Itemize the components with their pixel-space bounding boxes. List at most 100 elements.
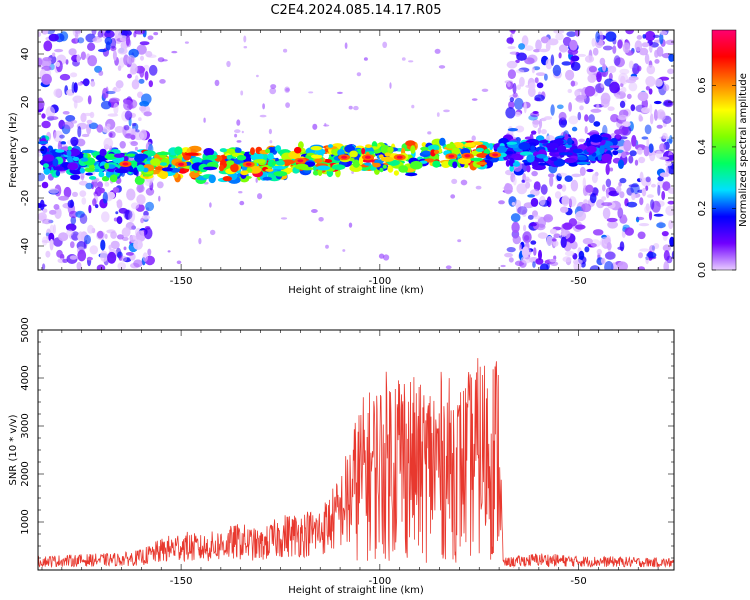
heatmap-noise-speck	[533, 247, 537, 256]
heatmap-noise-speck	[269, 140, 273, 144]
heatmap-band-cell	[219, 148, 228, 153]
heatmap-noise-speck	[616, 185, 622, 194]
x-tick-label: -50	[570, 576, 586, 587]
heatmap-noise-speck	[665, 162, 672, 167]
heatmap-noise-speck	[323, 124, 330, 127]
heatmap-band-cell	[226, 155, 232, 160]
heatmap-noise-speck	[511, 221, 520, 233]
heatmap-band-cell	[133, 167, 139, 176]
heatmap-noise-speck	[283, 48, 288, 53]
heatmap-band-cell	[275, 160, 285, 166]
heatmap-band-cell	[98, 171, 105, 178]
heatmap-noise-speck	[523, 235, 530, 241]
heatmap-noise-speck	[516, 52, 527, 61]
heatmap-noise-speck	[556, 183, 563, 190]
heatmap-noise-speck	[589, 193, 597, 204]
heatmap-noise-speck	[657, 175, 664, 182]
heatmap-noise-speck	[86, 119, 93, 124]
heatmap-noise-speck	[644, 124, 652, 135]
heatmap-noise-speck	[130, 141, 138, 147]
heatmap-noise-speck	[510, 30, 516, 35]
heatmap-noise-speck	[133, 259, 143, 268]
heatmap-noise-speck	[536, 82, 544, 89]
heatmap-band-cell	[310, 146, 323, 151]
heatmap-noise-speck	[645, 256, 649, 265]
heatmap-noise-speck	[102, 87, 109, 99]
heatmap-band-cell	[226, 160, 235, 166]
y-tick-label: 4000	[20, 365, 31, 390]
heatmap-band-cell	[219, 164, 224, 172]
heatmap-band-cell	[89, 176, 97, 180]
heatmap-noise-speck	[617, 261, 628, 270]
heatmap-band-cell	[94, 168, 100, 173]
heatmap-band-cell	[568, 161, 578, 167]
heatmap-noise-speck	[65, 223, 77, 232]
heatmap-noise-speck	[637, 266, 645, 270]
heatmap-noise-speck	[648, 46, 653, 52]
heatmap-noise-speck	[97, 230, 104, 239]
heatmap-band-cell	[104, 162, 109, 170]
heatmap-noise-speck	[593, 121, 601, 127]
heatmap-noise-speck	[571, 173, 582, 178]
heatmap-noise-speck	[71, 81, 76, 94]
heatmap-band-cell	[55, 149, 65, 153]
heatmap-noise-speck	[604, 261, 614, 270]
heatmap-noise-speck	[136, 194, 146, 205]
heatmap-noise-speck	[120, 30, 132, 37]
heatmap-noise-speck	[539, 48, 549, 53]
heatmap-noise-speck	[587, 74, 597, 83]
heatmap-noise-speck	[645, 86, 651, 91]
y-tick-label: 3000	[20, 413, 31, 438]
heatmap-band-cell	[427, 144, 440, 152]
heatmap-noise-speck	[628, 76, 639, 81]
heatmap-band-cell	[445, 143, 456, 149]
heatmap-noise-speck	[312, 123, 318, 130]
heatmap-noise-speck	[546, 263, 550, 270]
heatmap-noise-speck	[551, 238, 557, 242]
heatmap-noise-speck	[568, 102, 572, 112]
heatmap-band-cell	[410, 145, 416, 154]
heatmap-noise-speck	[481, 88, 489, 93]
heatmap-noise-speck	[113, 86, 117, 92]
heatmap-noise-speck	[562, 256, 572, 263]
heatmap-noise-speck	[527, 214, 534, 220]
heatmap-noise-speck	[74, 31, 79, 43]
heatmap-noise-speck	[123, 124, 130, 131]
heatmap-noise-speck	[583, 199, 588, 204]
heatmap-signal-band	[38, 129, 622, 185]
heatmap-band-cell	[85, 172, 93, 176]
heatmap-noise-speck	[590, 108, 602, 113]
heatmap-band-cell	[66, 150, 72, 157]
heatmap-noise-speck	[604, 251, 616, 260]
heatmap-noise-speck	[579, 105, 584, 111]
heatmap-band-cell	[230, 163, 239, 173]
heatmap-noise-speck	[257, 193, 263, 200]
heatmap-noise-speck	[140, 217, 145, 224]
heatmap-noise-speck	[92, 37, 103, 43]
heatmap-noise-speck	[544, 73, 548, 81]
heatmap-noise-speck	[117, 47, 128, 55]
heatmap-panel: -150 -100 -50 -40 -20 0 20 40 Height of straig…	[8, 29, 675, 296]
heatmap-noise-speck	[77, 126, 82, 138]
heatmap-noise-speck	[84, 234, 91, 245]
heatmap-band-cell	[358, 156, 364, 166]
heatmap-noise-speck	[619, 241, 625, 252]
heatmap-band-cell	[365, 144, 372, 149]
heatmap-noise-speck	[538, 118, 543, 129]
y-tick-label: 40	[20, 48, 31, 61]
heatmap-noise-speck	[661, 231, 669, 237]
heatmap-band-cell	[310, 154, 323, 159]
heatmap-noise-speck	[62, 111, 70, 115]
heatmap-band-cell	[234, 147, 242, 154]
heatmap-noise-speck	[582, 238, 593, 245]
heatmap-band-cell	[137, 164, 145, 172]
heatmap-noise-speck	[531, 130, 537, 135]
heatmap-noise-speck	[580, 203, 592, 213]
colorbar-tick-label: 0.0	[697, 262, 708, 278]
heatmap-noise-speck	[539, 195, 546, 206]
heatmap-band-cell	[372, 162, 381, 168]
heatmap-band-cell	[489, 143, 494, 151]
heatmap-noise-speck	[507, 81, 511, 87]
heatmap-noise-speck	[554, 191, 562, 199]
heatmap-band-cell	[240, 170, 249, 176]
